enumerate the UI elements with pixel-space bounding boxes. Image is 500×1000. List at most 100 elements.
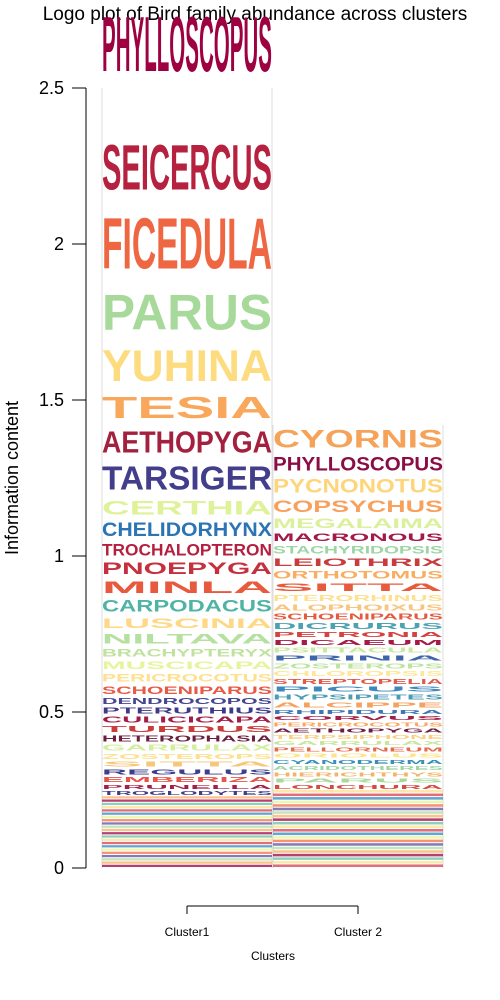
minor-family-band (273, 811, 443, 814)
logo-letter-stack: HIERICHTHYS (273, 771, 443, 777)
minor-family-band (273, 850, 443, 853)
logo-letter-stack: LONCHURA (273, 784, 443, 790)
logo-letter-stack: PERICROCOTUS (273, 722, 443, 728)
minor-family-band (102, 812, 272, 815)
minor-family-band (273, 839, 443, 843)
y-tick-label: 0.5 (39, 702, 64, 722)
minor-family-band (273, 864, 443, 867)
logo-letter-stack: LUSCINIA (102, 615, 272, 631)
logo-letter-stack: SCHOENIPARUS (102, 684, 272, 696)
logo-letter-stack: DICRURUS (273, 622, 443, 631)
minor-family-band (102, 845, 272, 848)
minor-family-band (102, 806, 272, 809)
logo-letter-stack: SITTA (273, 581, 443, 593)
logo-letter-stack: ZOSTEROPS (102, 753, 272, 761)
minor-family-band (273, 846, 443, 850)
logo-columns: PHYLLOSCOPUS SEICERCUSFICEDULAPARUSYUHINA… (101, 1, 444, 868)
x-axis-title: Clusters (251, 949, 295, 963)
minor-family-band (273, 825, 443, 828)
logo-letter-stack: ALOPHOIXUS (273, 603, 443, 612)
logo-letter-stack: SITTA (102, 760, 272, 768)
logo-letter-stack: ORIOLUS (273, 753, 443, 759)
minor-family-band (273, 800, 443, 804)
logo-letter-stack: CERTHIA (102, 498, 272, 519)
logo-letter-stack: HYPSIPETES (273, 694, 443, 702)
minor-family-band (102, 796, 272, 799)
logo-letter-stack: GARRULAX (102, 743, 272, 752)
logo-letter-stack: DENDROCOPOS (102, 697, 272, 706)
logo-letter-stack: LEIOTHRIX (273, 556, 443, 569)
logo-letter-stack: PHYLLOSCOPUS (102, 1, 272, 89)
logo-letter-stack: AETHOPYGA (102, 426, 272, 460)
minor-family-band (273, 793, 443, 797)
logo-letter-stack: PERICROCOTUS (102, 672, 272, 685)
logo-letter-stack: PARUS (102, 284, 272, 340)
logo-letter-stack: PSITTACULA (273, 647, 443, 655)
minor-family-band (102, 822, 272, 825)
minor-family-band (273, 790, 443, 793)
y-tick-label: 2 (54, 234, 64, 254)
y-tick-label: 1 (54, 546, 64, 566)
logo-letter-stack: BRACHYPTERYX (102, 646, 272, 659)
minor-family-band (273, 832, 443, 836)
minor-family-band (102, 832, 272, 835)
logo-letter-stack: TERPSIPHONE (273, 734, 443, 740)
y-axis: 0 0.5 1 1.5 2 2.5 (39, 78, 87, 878)
logo-letter-stack: YUHINA (102, 342, 272, 391)
minor-family-band (102, 802, 272, 806)
y-axis-title: Information content (2, 401, 22, 555)
logo-letter-stack: PETRONIA (273, 631, 443, 639)
x-tick-label: Cluster1 (165, 925, 210, 939)
minor-family-band (102, 799, 272, 802)
logo-letter-stack: FICEDULA (102, 203, 272, 284)
minor-family-band (273, 829, 443, 832)
logo-letter-stack: TURDUS (102, 725, 272, 734)
logo-letter-stack: DICAEUM (273, 639, 443, 647)
minor-family-band (273, 797, 443, 800)
minor-family-band (273, 860, 443, 864)
logo-letter-stack: PYCNONOTUS (273, 475, 443, 497)
x-axis: Cluster1 Cluster 2 (165, 905, 382, 939)
logo-letter-stack: MUSCICAPA (102, 659, 272, 672)
minor-family-band (102, 854, 272, 858)
minor-family-band (102, 851, 272, 854)
logo-letter-stack: CORVUS (273, 715, 443, 721)
minor-family-band (273, 821, 443, 825)
logo-letter-stack: ACRIDOTHERES (273, 765, 443, 771)
minor-family-band (102, 861, 272, 864)
logo-letter-stack: RHIPIDURA (273, 709, 443, 715)
minor-family-band (273, 843, 443, 846)
logo-letter-stack: CYANODERMA (273, 759, 443, 765)
logo-letter-stack: MEGALAIMA (273, 515, 443, 531)
logo-letter-stack: TESIA (102, 390, 272, 424)
minor-family-band (102, 864, 272, 867)
minor-family-band (273, 853, 443, 857)
logo-letter-stack: PELLORNEUM (273, 746, 443, 752)
logo-letter-stack: MINLA (102, 578, 272, 596)
logo-column: CYORNISPHYLLOSCOPUSPYCNONOTUSCOPSYCHUSME… (272, 425, 444, 868)
logo-letter-stack: PHYLLOSCOPUS (273, 454, 443, 475)
logo-letter-stack: ORTHOTOMUS (273, 568, 443, 581)
minor-family-band (273, 814, 443, 818)
minor-family-band (102, 841, 272, 845)
y-tick-label: 2.5 (39, 78, 64, 98)
logo-letter-stack: CYORNIS (273, 425, 443, 453)
logo-letter-stack: GARRULAX (273, 740, 444, 746)
logo-letter-stack: STACHYRIDOPSIS (273, 544, 443, 556)
chart-title: Logo plot of Bird family abundance acros… (43, 4, 468, 25)
x-tick-label: Cluster 2 (334, 925, 382, 939)
logo-letter-stack: MACRONOUS (273, 531, 443, 543)
logo-letter-stack: PNOEPYGA (102, 560, 272, 579)
minor-family-band (102, 819, 272, 822)
logo-letter-stack: SEICERCUS (102, 131, 272, 203)
y-tick-label: 1.5 (39, 390, 64, 410)
logo-letter-stack: CULICICAPA (102, 715, 272, 724)
logo-letter-stack: ALCIPPE (273, 701, 443, 709)
logo-letter-stack: STREPTOPELIA (273, 678, 443, 686)
logo-letter-stack: PRUNELLA (102, 784, 272, 790)
logo-letter-stack: COPSYCHUS (273, 497, 443, 516)
minor-family-band (102, 835, 272, 838)
minor-family-band (102, 828, 272, 832)
minor-family-band (102, 809, 272, 812)
